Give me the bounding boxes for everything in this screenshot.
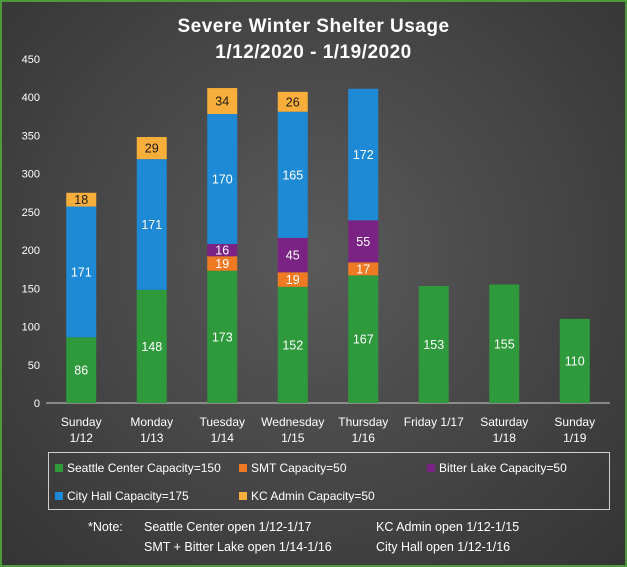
legend-swatch <box>239 492 247 500</box>
x-tick-label: Tuesday <box>199 415 245 429</box>
bar-segment <box>348 88 379 221</box>
data-label: 172 <box>353 148 374 162</box>
data-label: 110 <box>565 354 585 368</box>
legend-swatch <box>239 464 247 472</box>
legend-item-city-hall: City Hall Capacity=175 <box>55 489 189 503</box>
legend-swatch <box>427 464 435 472</box>
data-label: 18 <box>74 193 88 207</box>
legend-swatch <box>55 464 63 472</box>
x-tick-label: Sunday <box>61 415 102 429</box>
data-label: 173 <box>212 330 233 344</box>
data-label: 155 <box>494 337 515 351</box>
y-tick-label: 100 <box>22 322 40 334</box>
bar-segment <box>348 262 379 276</box>
bar-segment <box>277 237 308 273</box>
legend-item-seattle-center: Seattle Center Capacity=150 <box>55 461 221 475</box>
y-tick-label: 200 <box>22 245 40 257</box>
data-label: 167 <box>353 333 374 347</box>
data-label: 55 <box>356 235 370 249</box>
note-seattle-center: Seattle Center open 1/12-1/17 <box>144 520 312 534</box>
bar-segment <box>277 272 308 287</box>
x-tick-label: 1/13 <box>140 431 164 445</box>
x-tick-label: Thursday <box>338 415 388 429</box>
legend-item-kc-admin: KC Admin Capacity=50 <box>239 489 375 503</box>
y-tick-label: 50 <box>28 360 40 372</box>
bar-segment <box>277 111 308 238</box>
x-tick-label: 1/16 <box>352 431 376 445</box>
bar-segment <box>277 286 308 403</box>
y-tick-label: 400 <box>22 92 40 104</box>
data-label: 86 <box>74 364 88 378</box>
x-tick-label: Friday 1/17 <box>404 415 464 429</box>
y-tick-label: 150 <box>22 283 40 295</box>
note-city-hall: City Hall open 1/12-1/16 <box>376 540 511 554</box>
chart-title: Severe Winter Shelter Usage <box>177 16 450 37</box>
data-label: 45 <box>286 249 300 263</box>
legend-item-bitter-lake: Bitter Lake Capacity=50 <box>427 461 567 475</box>
y-tick-label: 300 <box>22 169 40 181</box>
y-tick-label: 0 <box>34 398 40 410</box>
bar-segment <box>207 243 238 257</box>
bar-segment <box>348 275 379 403</box>
legend-swatch <box>55 492 63 500</box>
data-label: 29 <box>145 142 159 156</box>
data-label: 171 <box>71 265 92 279</box>
x-tick-label: 1/12 <box>70 431 94 445</box>
x-tick-label: Saturday <box>480 415 528 429</box>
data-label: 148 <box>141 340 162 354</box>
data-label: 17 <box>356 262 370 276</box>
bar-segment <box>66 192 97 207</box>
bar-segment <box>207 88 238 115</box>
legend-item-smt: SMT Capacity=50 <box>239 461 347 475</box>
data-label: 153 <box>423 338 444 352</box>
bar-chart: 0 50 100 150 200 250 300 350 400 450 86 171 18 Sunday… <box>22 54 610 445</box>
data-label: 19 <box>215 257 229 271</box>
x-tick-label: Sunday <box>554 415 595 429</box>
bar-segment <box>66 337 97 403</box>
note-label: *Note: <box>88 520 123 534</box>
bar-segment <box>207 256 238 271</box>
legend-label: City Hall Capacity=175 <box>67 489 189 503</box>
y-tick-label: 350 <box>22 130 40 142</box>
bar-segment <box>207 270 238 403</box>
y-tick-label: 450 <box>22 54 40 66</box>
bar-segment <box>136 159 167 290</box>
bar-segment <box>277 91 308 112</box>
x-tick-label: 1/18 <box>493 431 517 445</box>
x-tick-label: 1/19 <box>563 431 587 445</box>
legend: Seattle Center Capacity=150 SMT Capacity… <box>48 452 610 510</box>
data-label: 152 <box>282 338 303 352</box>
x-tick-label: 1/14 <box>211 431 235 445</box>
bar-segment <box>136 136 167 160</box>
legend-label: SMT Capacity=50 <box>251 461 347 475</box>
bar-segment <box>559 318 590 403</box>
data-label: 170 <box>212 173 233 187</box>
y-tick-label: 250 <box>22 207 40 219</box>
data-label: 165 <box>282 168 303 182</box>
x-tick-label: 1/15 <box>281 431 305 445</box>
chart-subtitle: 1/12/2020 - 1/19/2020 <box>215 42 412 63</box>
note-smt-bitter-lake: SMT + Bitter Lake open 1/14-1/16 <box>144 540 332 554</box>
bar-segment <box>489 284 520 403</box>
data-label: 19 <box>286 273 300 287</box>
bar-segment <box>418 286 449 403</box>
legend-label: Seattle Center Capacity=150 <box>67 461 221 475</box>
data-label: 16 <box>215 244 229 258</box>
bar-segment <box>348 220 379 263</box>
data-label: 171 <box>141 218 162 232</box>
x-tick-label: Wednesday <box>261 415 324 429</box>
x-tick-label: Monday <box>130 415 173 429</box>
bar-segment <box>66 206 97 338</box>
legend-label: Bitter Lake Capacity=50 <box>439 461 567 475</box>
bar-segment <box>136 289 167 403</box>
legend-label: KC Admin Capacity=50 <box>251 489 375 503</box>
data-label: 26 <box>286 95 300 109</box>
bar-segment <box>207 114 238 244</box>
note-kc-admin: KC Admin open 1/12-1/15 <box>376 520 520 534</box>
data-label: 34 <box>215 95 229 109</box>
